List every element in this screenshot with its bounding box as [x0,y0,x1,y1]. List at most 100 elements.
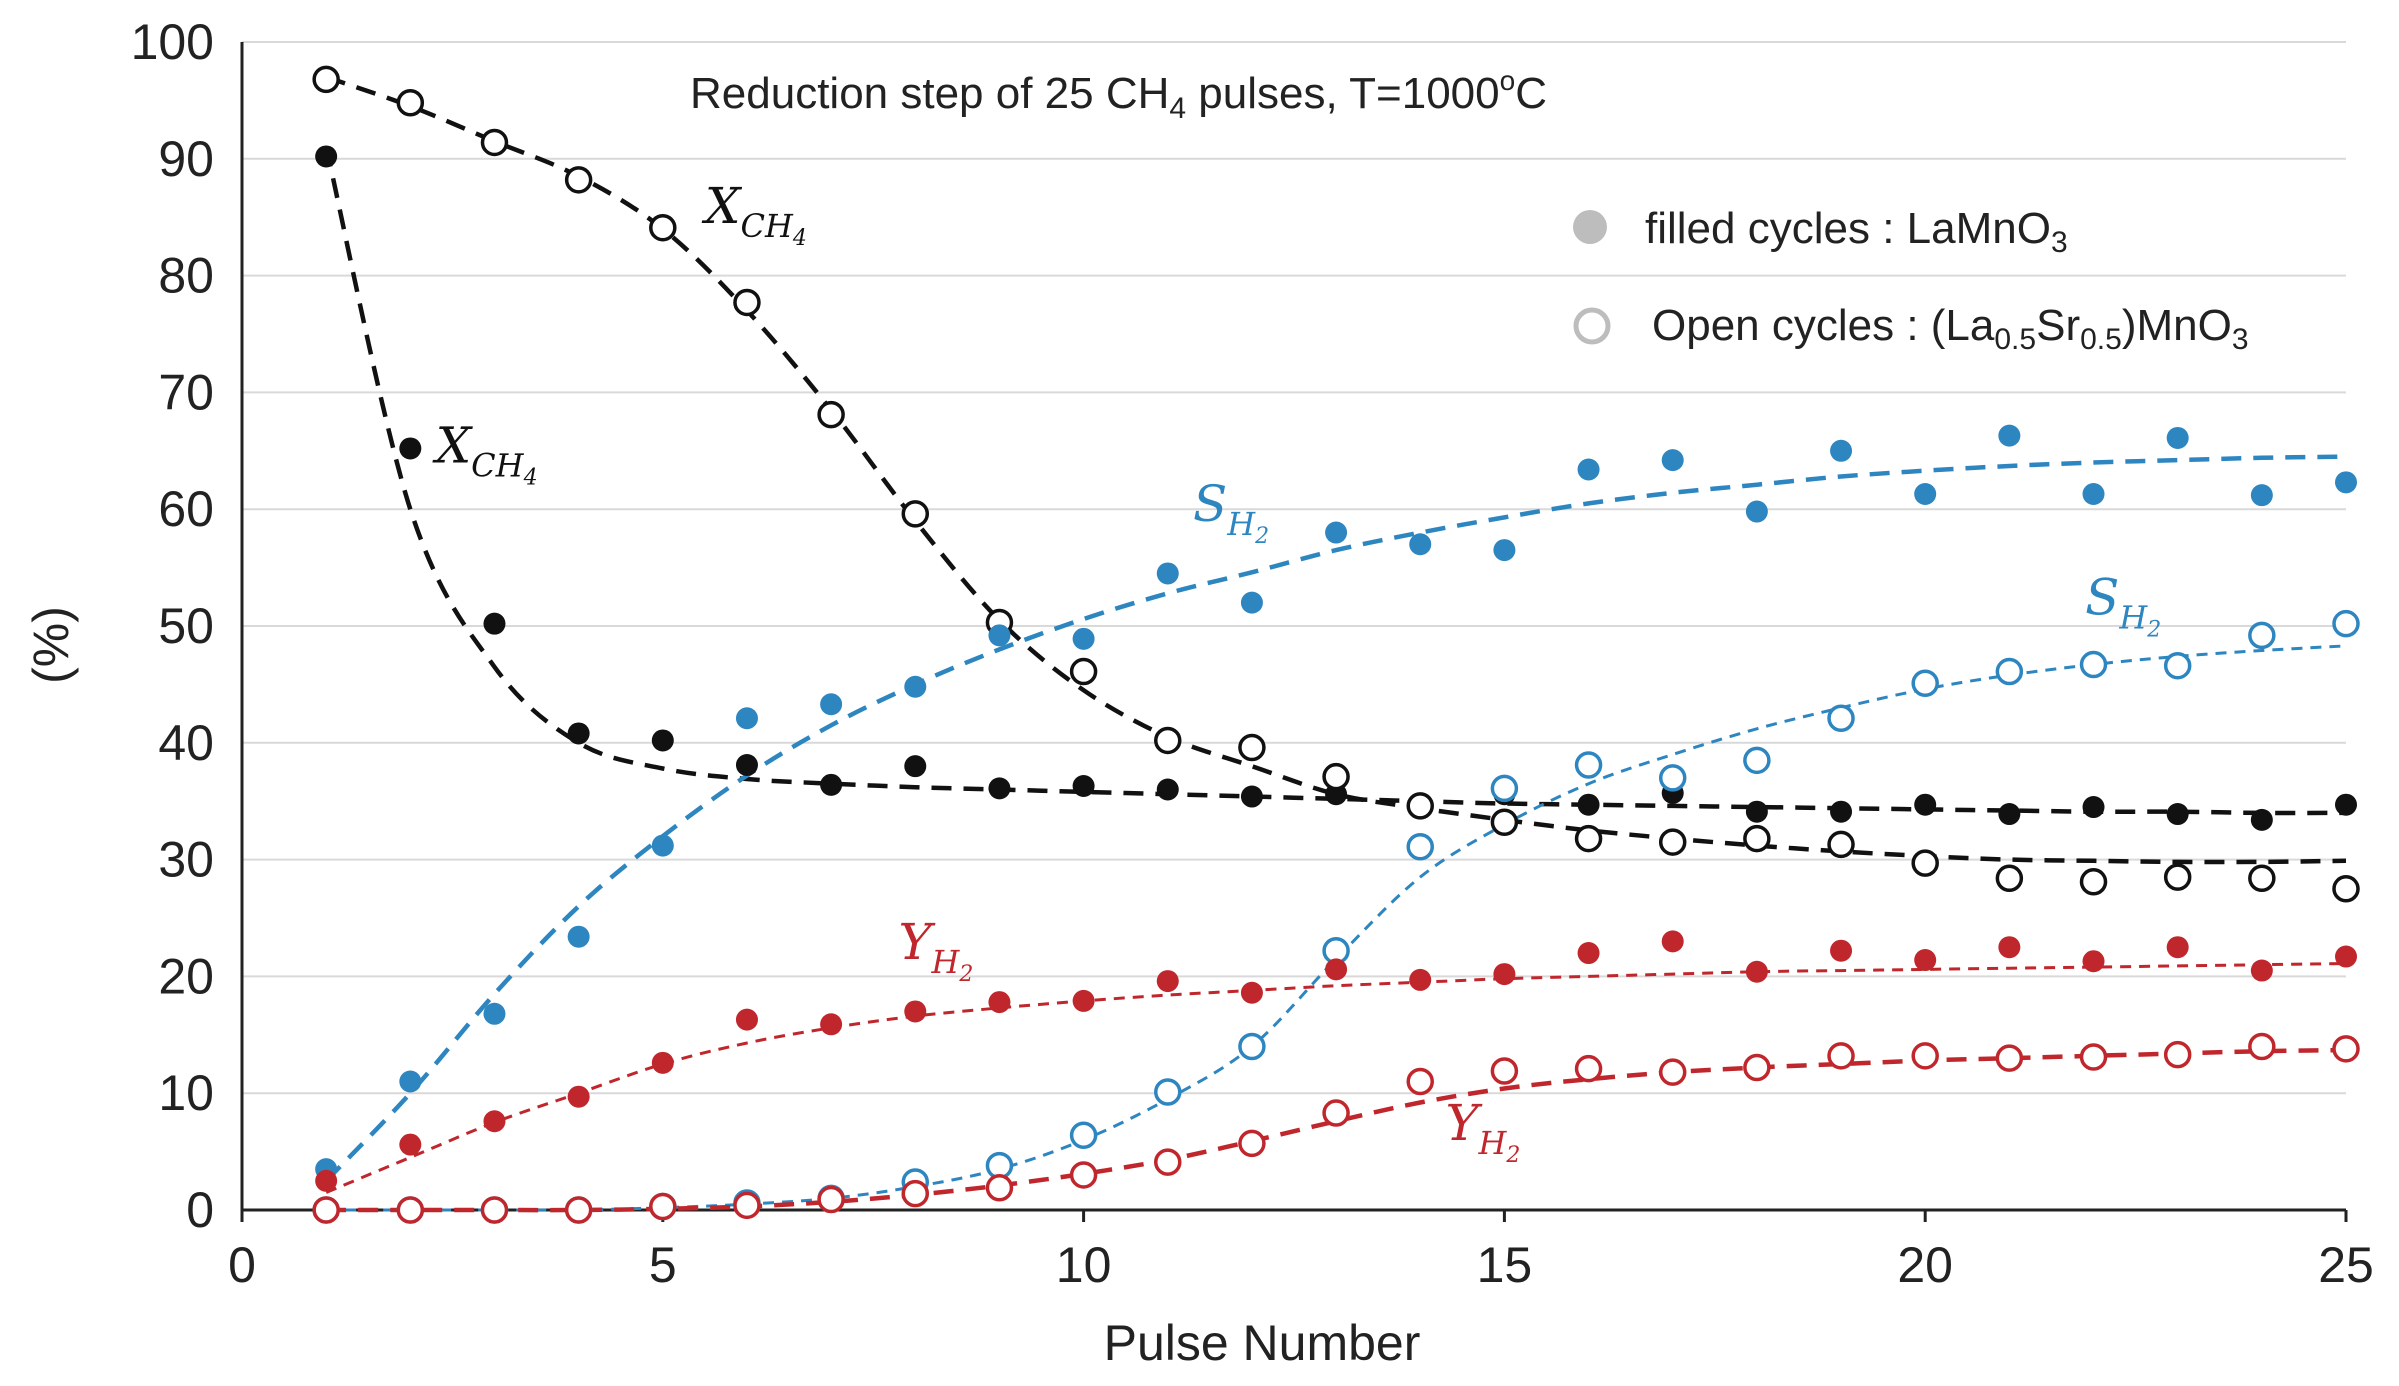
data-point [1827,1042,1855,1070]
data-point [649,213,677,242]
data-point [1490,774,1519,803]
data-point [1238,1129,1266,1158]
data-point [901,1179,930,1208]
data-point [1493,963,1516,986]
data-point [651,729,674,752]
data-point [2166,803,2189,826]
data-point [1743,1053,1771,1082]
annotation-yh2-filled: YH2 [898,913,973,987]
data-point [2163,1040,2192,1069]
legend-open-label: Open cycles : (La0.5Sr0.5)MnO3 [1652,301,2249,356]
data-point [1574,751,1603,779]
data-point [904,755,927,778]
data-point [2335,471,2357,494]
annotation-xch4-open: XCH4 [701,177,807,251]
data-point [2166,426,2189,449]
data-point [2332,1035,2360,1063]
y-tick-label: 70 [158,364,214,420]
data-point [651,1051,674,1074]
data-point [1240,785,1263,808]
data-point [1911,669,1939,697]
data-point [988,624,1011,647]
data-point [817,1185,845,1214]
data-point [1998,424,2021,447]
data-point [2082,950,2105,973]
trend-line-series-0 [324,146,2347,816]
data-point [399,1133,422,1156]
data-point [820,1013,843,1036]
annotations: XCH4 XCH4 SH2 SH2 YH2 YH2 [432,177,2162,1168]
trend-line-series-1 [325,74,2347,865]
data-point [1069,657,1098,686]
data-point [564,1196,593,1224]
data-point [2335,793,2357,816]
data-point [985,1174,1014,1202]
data-point [1914,949,1937,972]
data-point [1154,1078,1182,1106]
data-point [1156,970,1179,993]
data-point [1743,746,1771,775]
data-point [1325,521,1348,544]
data-point [396,88,425,117]
data-point [399,437,422,460]
y-tick-label: 80 [158,248,214,304]
data-point [985,1151,1014,1180]
legend: filled cycles : LaMnO3 Open cycles : (La… [1573,204,2249,356]
data-point [1745,960,1768,983]
y-tick-label: 100 [131,14,214,70]
data-point [1658,828,1687,856]
data-point [1827,830,1855,859]
data-point [2248,621,2276,650]
data-point [483,612,506,635]
data-point [567,1085,590,1108]
x-axis-title: Pulse Number [1104,1315,1421,1371]
data-point [1995,1044,2024,1072]
data-point [2250,484,2273,507]
x-tick-label: 5 [649,1237,677,1293]
data-point [1156,562,1179,585]
legend-open-marker [1573,307,1611,345]
data-point [651,834,674,857]
y-tick-label: 0 [186,1182,214,1238]
data-point [1154,726,1182,755]
data-point [733,288,761,317]
data-point [901,500,930,528]
data-point [396,1196,425,1224]
y-tick-label: 20 [158,948,214,1004]
data-point [1661,930,1684,953]
data-point [1406,1067,1434,1096]
data-point [1240,981,1263,1004]
x-tick-label: 10 [1056,1237,1112,1293]
data-point [567,925,590,948]
data-point [1240,591,1263,614]
data-point [2079,1043,2108,1071]
data-point [817,400,845,429]
data-point [988,991,1011,1014]
data-point [1322,1099,1350,1127]
data-point [2248,1032,2276,1061]
data-point [2163,863,2192,891]
data-point [2163,651,2192,680]
data-point [904,1000,927,1023]
data-point [1911,849,1939,877]
y-tick-label: 10 [158,1065,214,1121]
data-point [2335,945,2357,968]
data-point [1490,808,1519,836]
data-point [735,1008,758,1031]
x-tick-label: 15 [1477,1237,1533,1293]
data-point [567,722,590,745]
data-point [1998,936,2021,959]
data-point [1409,533,1432,556]
y-tick-label: 60 [158,481,214,537]
data-point [2250,959,2273,982]
data-point [564,166,593,194]
data-point [2082,483,2105,506]
data-point [2166,936,2189,959]
annotation-sh2-open: SH2 [2085,568,2161,642]
data-point [1072,627,1095,650]
data-point [1577,458,1600,481]
data-point [483,1110,506,1133]
data-point [1238,733,1266,762]
data-point [1238,1032,1266,1061]
